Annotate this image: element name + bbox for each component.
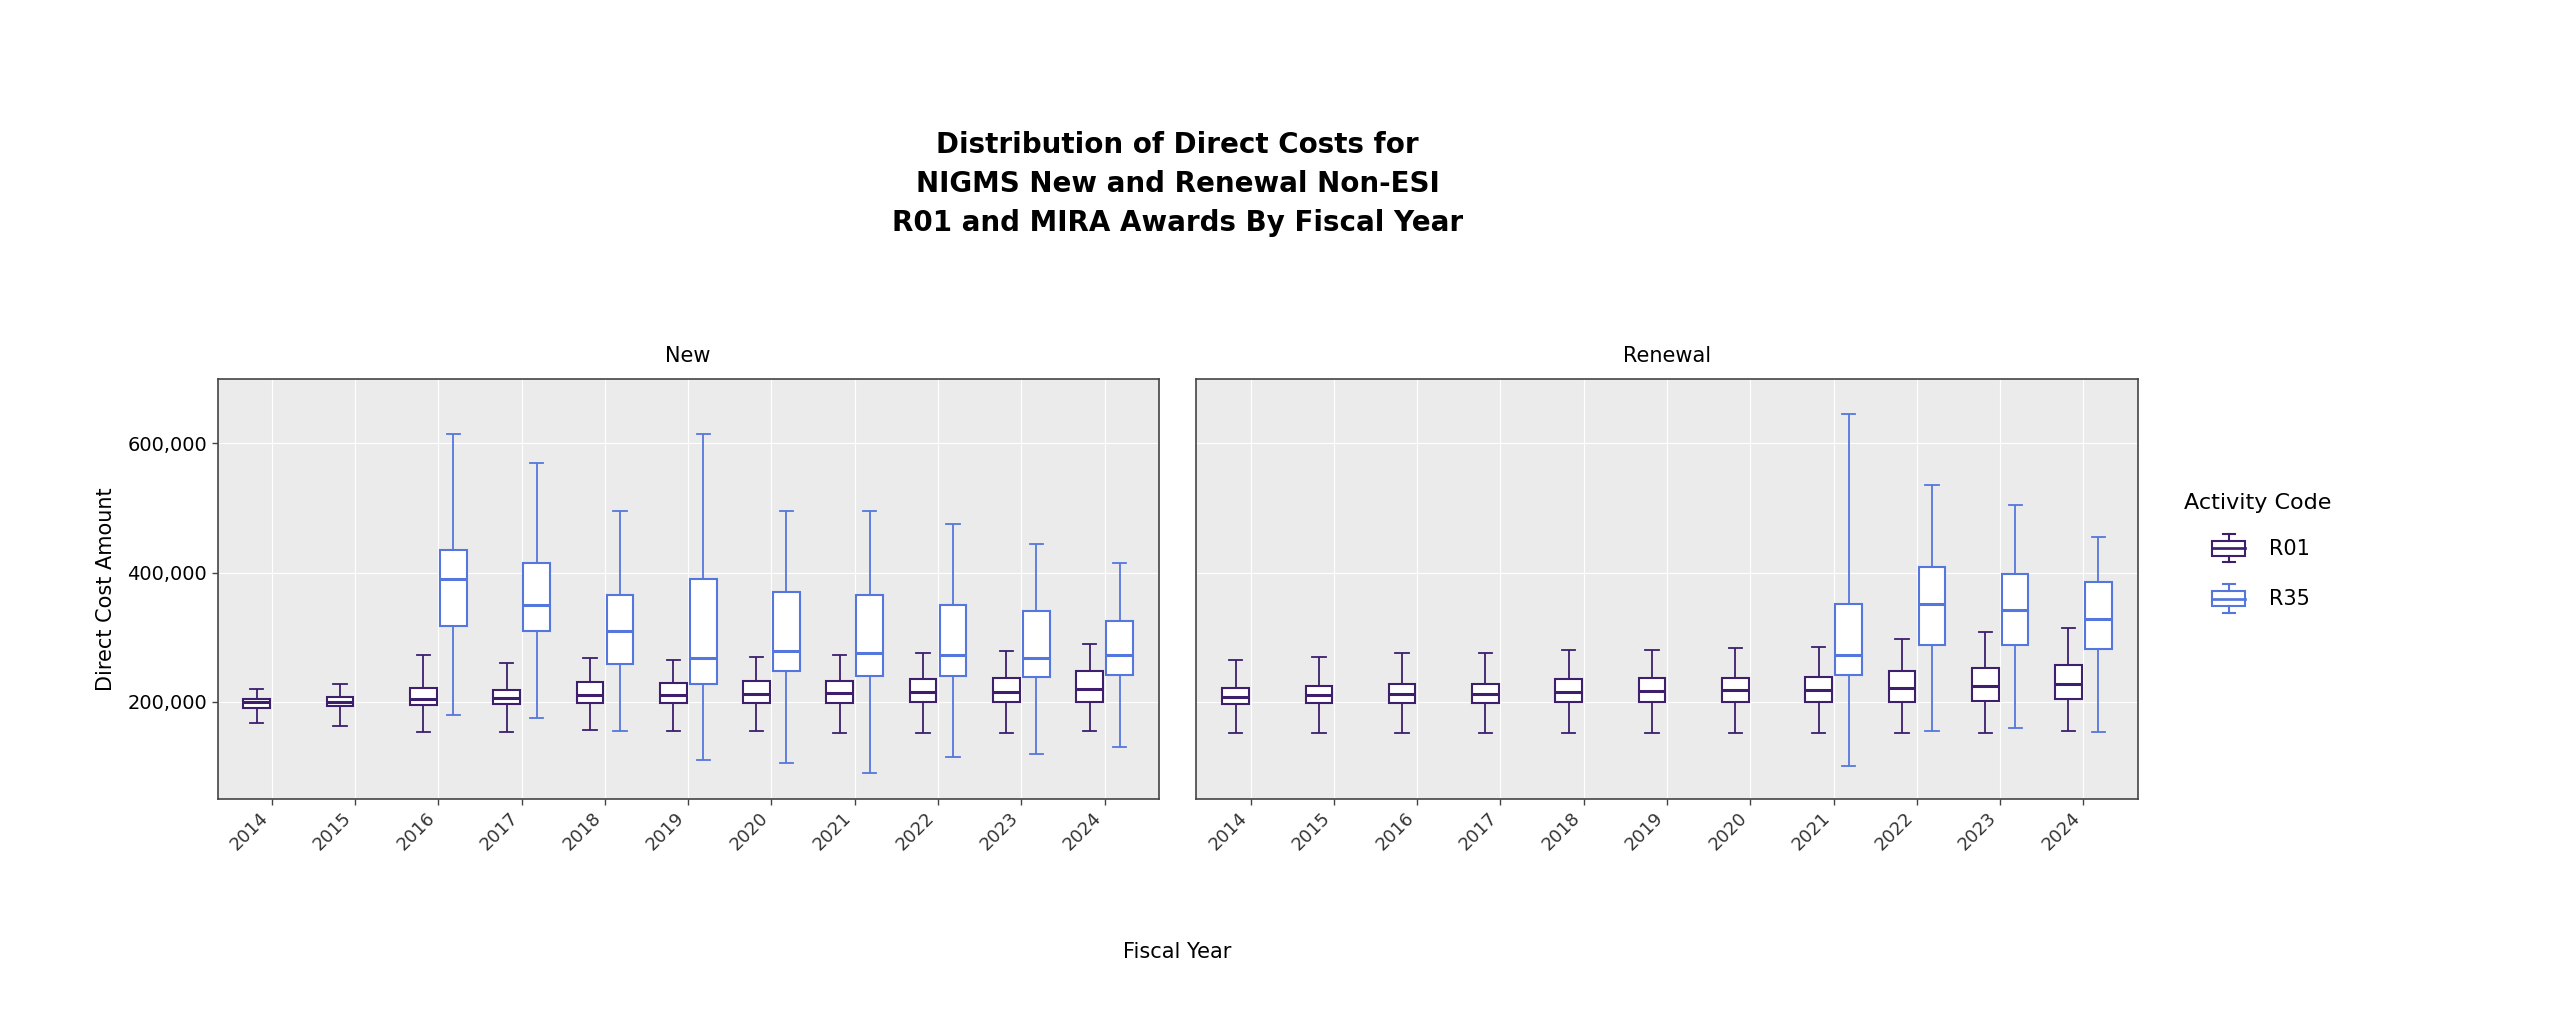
Bar (689, 580, 717, 684)
Bar (494, 690, 520, 705)
Bar (909, 679, 937, 702)
Bar (576, 682, 604, 703)
Bar (2086, 583, 2112, 649)
Bar (1917, 567, 1946, 645)
Bar (940, 605, 965, 676)
Y-axis label: Direct Cost Amount: Direct Cost Amount (97, 487, 115, 690)
Bar (1221, 688, 1249, 705)
Bar (1075, 672, 1103, 701)
Legend: R01, R35: R01, R35 (2173, 482, 2342, 624)
Bar (858, 595, 883, 676)
Bar (1723, 678, 1748, 702)
Bar (2056, 665, 2081, 698)
Bar (1805, 677, 1833, 702)
Bar (773, 592, 799, 671)
Bar (607, 595, 632, 665)
Bar (1106, 622, 1134, 675)
Bar (827, 681, 852, 703)
Bar (522, 563, 550, 631)
Bar (1306, 686, 1331, 703)
Bar (1472, 684, 1498, 703)
Bar (1889, 672, 1915, 701)
Bar (993, 678, 1019, 702)
Bar (1024, 611, 1050, 677)
Bar (440, 550, 466, 626)
Bar (1638, 678, 1667, 702)
Text: Fiscal Year: Fiscal Year (1124, 942, 1231, 963)
Bar (243, 698, 269, 708)
Bar (1836, 604, 1861, 675)
Bar (328, 697, 353, 707)
Bar (1390, 684, 1416, 703)
Bar (742, 681, 771, 703)
Text: Distribution of Direct Costs for
NIGMS New and Renewal Non-ESI
R01 and MIRA Awar: Distribution of Direct Costs for NIGMS N… (891, 131, 1464, 238)
Bar (1556, 679, 1582, 702)
Bar (410, 688, 438, 706)
Bar (1971, 669, 1999, 700)
Bar (2002, 573, 2028, 645)
Bar (660, 683, 686, 703)
